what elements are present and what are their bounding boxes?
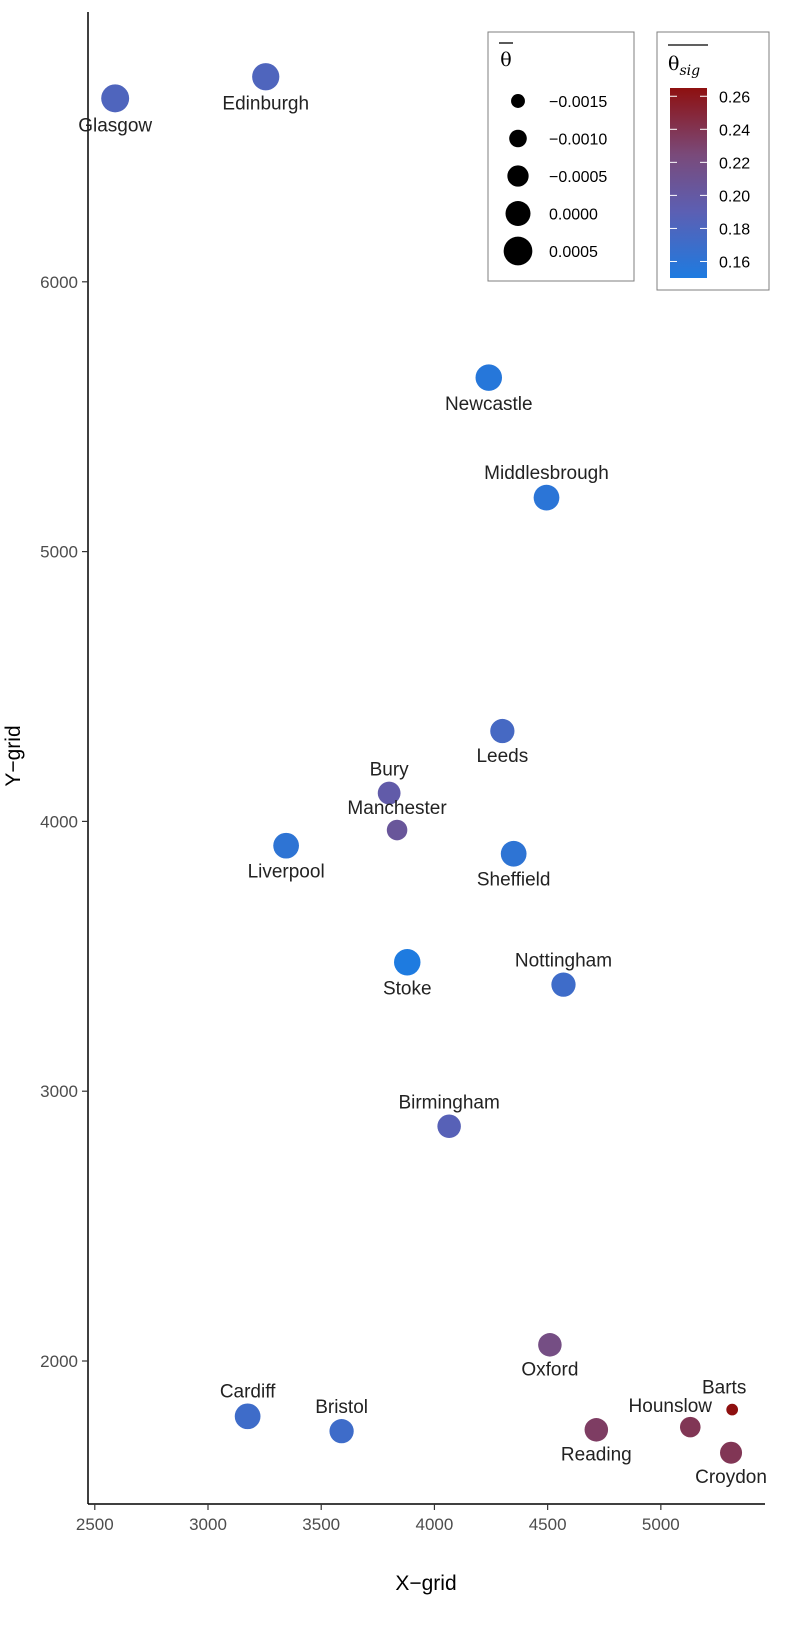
color-legend-title-sub: sig <box>679 63 700 79</box>
size-legend-label: 0.0000 <box>549 207 598 224</box>
x-tick-label: 3500 <box>302 1515 340 1534</box>
color-legend-title: θsig <box>668 53 700 79</box>
label-cardiff: Cardiff <box>220 1381 276 1402</box>
data-points <box>101 63 743 1464</box>
colorbar-ticks: 0.16 0.18 0.20 0.22 0.24 0.26 <box>670 89 750 271</box>
label-edinburgh: Edinburgh <box>222 93 309 114</box>
label-barts: Barts <box>702 1378 746 1399</box>
label-glasgow: Glasgow <box>78 115 152 136</box>
point-middlesbrough <box>533 484 560 511</box>
point-stoke <box>394 948 421 976</box>
point-croydon <box>720 1441 743 1464</box>
x-tick-label: 4500 <box>529 1515 567 1534</box>
colorbar-tick-label: 0.18 <box>719 221 750 238</box>
point-birmingham <box>437 1114 461 1139</box>
axis-ticks: 2500 3000 3500 4000 4500 5000 2000 3000 4000 5000… <box>40 273 680 1534</box>
point-newcastle <box>475 364 503 391</box>
label-reading: Reading <box>561 1445 632 1466</box>
y-tick-label: 4000 <box>40 812 78 831</box>
label-birmingham: Birmingham <box>398 1093 499 1114</box>
point-bury <box>377 781 401 805</box>
size-legend: θ −0.0015 −0.0010 −0.0005 0.0000 0.0005 <box>487 31 635 282</box>
label-bury: Bury <box>370 760 410 781</box>
y-tick-label: 3000 <box>40 1082 78 1101</box>
point-edinburgh <box>252 63 280 91</box>
point-oxford <box>538 1333 562 1357</box>
size-legend-label: −0.0015 <box>549 94 607 111</box>
size-legend-label: −0.0010 <box>549 132 607 149</box>
size-legend-key <box>503 236 533 266</box>
x-tick-label: 2500 <box>76 1515 114 1534</box>
point-glasgow <box>101 84 130 113</box>
data-labels: Glasgow Edinburgh Newcastle Middlesbrough Le… <box>78 93 767 1487</box>
colorbar-tick-label: 0.26 <box>719 89 750 106</box>
size-legend-label: −0.0005 <box>549 169 607 186</box>
y-tick-label: 6000 <box>40 273 78 292</box>
size-legend-key <box>509 129 527 148</box>
point-reading <box>584 1418 609 1442</box>
size-legend-key <box>505 201 531 226</box>
size-legend-title: θ <box>500 49 511 71</box>
label-leeds: Leeds <box>476 746 528 767</box>
point-leeds <box>490 718 515 744</box>
point-bristol <box>329 1419 354 1444</box>
x-tick-label: 4000 <box>416 1515 454 1534</box>
point-manchester <box>386 819 408 841</box>
colorbar-tick-label: 0.22 <box>719 155 750 172</box>
size-legend-key <box>507 165 529 187</box>
label-middlesbrough: Middlesbrough <box>484 463 609 484</box>
label-manchester: Manchester <box>347 798 447 819</box>
label-oxford: Oxford <box>521 1360 578 1381</box>
colorbar <box>670 88 707 278</box>
x-axis-title: X−grid <box>395 1572 456 1595</box>
color-legend-title-main: θ <box>668 53 679 75</box>
point-cardiff <box>234 1403 261 1430</box>
point-barts <box>726 1403 739 1416</box>
size-legend-key <box>511 94 525 108</box>
point-hounslow <box>680 1416 701 1438</box>
label-nottingham: Nottingham <box>515 951 612 972</box>
y-tick-label: 2000 <box>40 1352 78 1371</box>
label-croydon: Croydon <box>695 1467 767 1488</box>
y-axis-title: Y−grid <box>2 725 25 786</box>
point-liverpool <box>273 832 299 859</box>
y-tick-label: 5000 <box>40 543 78 562</box>
size-legend-entries: −0.0015 −0.0010 −0.0005 0.0000 0.0005 <box>503 94 607 266</box>
point-sheffield <box>500 840 527 867</box>
colorbar-tick-label: 0.20 <box>719 188 750 205</box>
colorbar-tick-label: 0.16 <box>719 254 750 271</box>
colorbar-tick-label: 0.24 <box>719 122 750 139</box>
x-tick-label: 3000 <box>189 1515 227 1534</box>
label-liverpool: Liverpool <box>248 862 325 883</box>
label-bristol: Bristol <box>315 1397 368 1418</box>
point-nottingham <box>551 972 576 997</box>
label-hounslow: Hounslow <box>629 1396 713 1417</box>
color-legend: θsig 0.16 0.18 0.20 0.22 0.24 0.26 <box>656 31 770 291</box>
label-stoke: Stoke <box>383 978 432 999</box>
size-legend-label: 0.0005 <box>549 244 598 261</box>
label-sheffield: Sheffield <box>477 870 551 891</box>
x-tick-label: 5000 <box>642 1515 680 1534</box>
label-newcastle: Newcastle <box>445 394 533 415</box>
